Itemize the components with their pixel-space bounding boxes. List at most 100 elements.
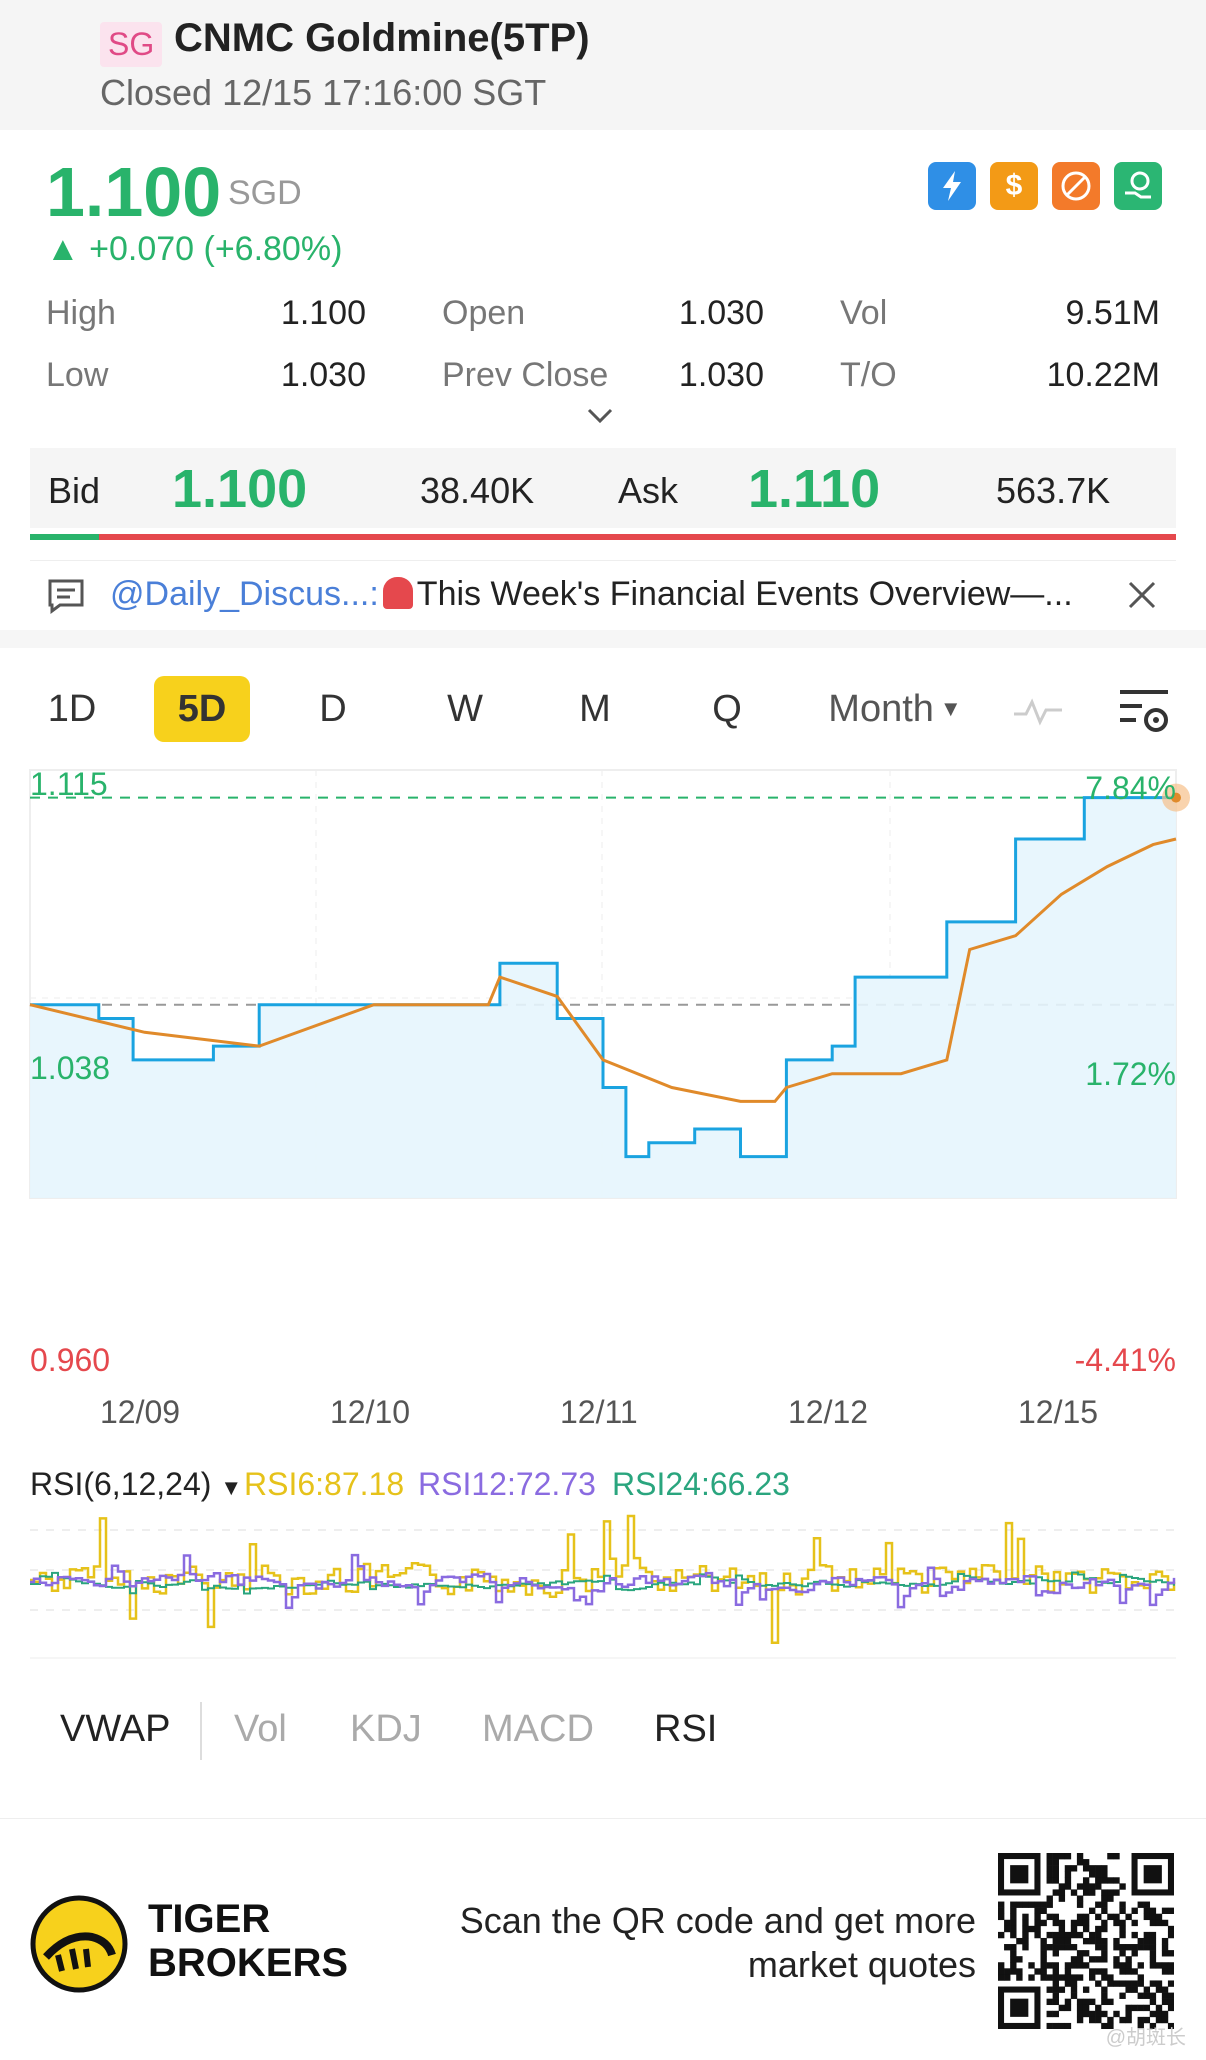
news-user[interactable]: @Daily_Discus...: — [110, 575, 379, 613]
close-icon[interactable] — [1126, 579, 1158, 611]
tab-rsi[interactable]: RSI — [654, 1708, 718, 1750]
brand-name: TIGER BROKERS — [148, 1897, 348, 1985]
chart-settings-icon[interactable] — [1116, 686, 1172, 738]
qr-module — [1089, 1871, 1096, 1878]
qr-module — [1034, 1925, 1041, 1933]
qr-module — [1046, 1913, 1053, 1921]
open-value: 1.030 — [678, 294, 764, 332]
tab-kdj[interactable]: KDJ — [350, 1708, 422, 1750]
qr-module — [1052, 1871, 1059, 1878]
qr-module — [1125, 1913, 1132, 1921]
rsi12-line — [30, 1553, 1176, 1610]
qr-module — [1167, 1907, 1174, 1914]
watermark: @胡斑长 — [1105, 2027, 1186, 2049]
qr-module — [1161, 2010, 1169, 2018]
qr-module — [1064, 1883, 1072, 1890]
rsi-chart[interactable] — [0, 1510, 1206, 1660]
quote-card: 1.100 SGD ▲ +0.070 (+6.80%) $ High 1.100… — [0, 130, 1206, 630]
price-chart[interactable] — [0, 766, 1206, 1296]
qr-module — [1016, 1956, 1023, 1963]
qr-module — [1022, 1901, 1029, 1908]
qr-module — [1119, 1950, 1126, 1957]
rsi-title[interactable]: RSI(6,12,24) ▼ — [30, 1466, 242, 1503]
qr-module — [1046, 2022, 1053, 2029]
qr-module — [1010, 1968, 1017, 1975]
tab-1d[interactable]: 1D — [47, 687, 97, 730]
qr-module — [1010, 1950, 1017, 1957]
qr-module — [1082, 1865, 1090, 1872]
qr-module — [1125, 1944, 1132, 1951]
qr-module — [1119, 1907, 1126, 1914]
chevron-down-icon[interactable] — [586, 402, 614, 430]
qr-module — [1058, 1919, 1066, 1927]
tab-divider — [200, 1702, 202, 1760]
bid-label: Bid — [48, 470, 101, 511]
qr-module — [1113, 1944, 1120, 1951]
tab-vol[interactable]: Vol — [234, 1708, 287, 1750]
qr-module — [1076, 1974, 1084, 1981]
qr-module — [1161, 1986, 1169, 1993]
qr-module — [1052, 1931, 1059, 1939]
qr-module — [1095, 1883, 1102, 1890]
qr-module — [1107, 1974, 1114, 1981]
qr-module — [1101, 1986, 1108, 1993]
qr-module — [1052, 1992, 1059, 1999]
tab-w[interactable]: W — [447, 687, 483, 730]
tab-m[interactable]: M — [579, 687, 611, 730]
dollar-icon[interactable]: $ — [990, 162, 1038, 210]
qr-module — [1161, 1944, 1169, 1951]
tab-d[interactable]: D — [319, 687, 347, 730]
qr-module — [1101, 1907, 1108, 1914]
qr-module — [1070, 1944, 1078, 1951]
qr-module — [1101, 1901, 1108, 1908]
qr-module — [1052, 1889, 1059, 1896]
tab-5d[interactable]: 5D — [154, 676, 250, 742]
qr-module — [1119, 1925, 1126, 1933]
tab-vwap[interactable]: VWAP — [60, 1708, 171, 1750]
qr-module — [1052, 2010, 1059, 2018]
qr-module — [1101, 2010, 1108, 2018]
qr-module — [1046, 1931, 1053, 1939]
qr-module — [1089, 1907, 1096, 1914]
qr-module — [1070, 1986, 1078, 1993]
qr-module — [1113, 1913, 1120, 1921]
qr-module — [1119, 1968, 1126, 1975]
qr-module — [1137, 1992, 1144, 1999]
qr-module — [1125, 1968, 1132, 1975]
hand-coin-icon[interactable] — [1114, 162, 1162, 210]
qr-module — [1095, 1901, 1102, 1908]
qr-code[interactable] — [998, 1853, 1174, 2029]
qr-module — [1149, 1950, 1157, 1957]
qr-finder — [1010, 1998, 1029, 2017]
lightning-icon[interactable] — [928, 162, 976, 210]
qr-module — [1052, 1944, 1059, 1951]
qr-module — [1058, 1853, 1066, 1860]
qr-module — [1089, 1889, 1096, 1896]
news-text[interactable]: @Daily_Discus...: This Week's Financial E… — [110, 575, 1120, 614]
bid-size: 38.40K — [420, 470, 535, 511]
qr-module — [1143, 2016, 1151, 2024]
qr-module — [1040, 1937, 1047, 1945]
qr-module — [1022, 1925, 1029, 1933]
qr-module — [1119, 1919, 1126, 1927]
qr-module — [1064, 2022, 1072, 2029]
news-headline[interactable]: This Week's Financial Events Overview—..… — [416, 575, 1073, 613]
qr-module — [1119, 1901, 1126, 1908]
line-chart-icon[interactable] — [1012, 692, 1064, 726]
qr-module — [1034, 1907, 1041, 1914]
month-dropdown[interactable]: Month ▼ — [820, 676, 970, 742]
qr-module — [1052, 1962, 1059, 1969]
tab-q[interactable]: Q — [712, 687, 742, 730]
tab-macd[interactable]: MACD — [482, 1708, 594, 1750]
qr-module — [1046, 1877, 1053, 1884]
qr-module — [1131, 2004, 1138, 2012]
no-short-icon[interactable] — [1052, 162, 1100, 210]
low-label: Low — [46, 356, 109, 394]
qr-module — [1137, 1944, 1144, 1951]
qr-module — [1052, 1968, 1059, 1975]
news-ticker[interactable]: @Daily_Discus...: This Week's Financial E… — [30, 560, 1176, 630]
qr-module — [1064, 1944, 1072, 1951]
qr-module — [1082, 1986, 1090, 1993]
market-status: Closed 12/15 17:16:00 SGT — [100, 72, 547, 113]
qr-module — [1046, 1986, 1053, 1993]
